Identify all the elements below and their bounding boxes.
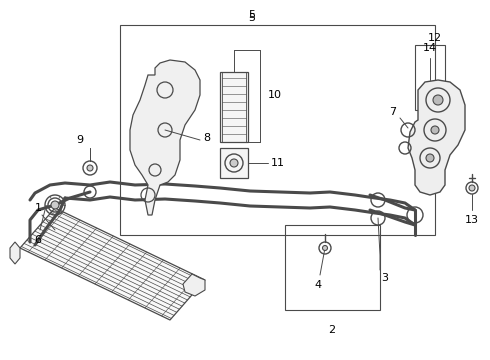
Bar [220, 72, 248, 142]
Bar [120, 25, 435, 235]
Circle shape [426, 154, 434, 162]
Circle shape [87, 165, 93, 171]
Text: 8: 8 [203, 133, 211, 143]
Text: 1: 1 [34, 203, 42, 213]
Bar [415, 45, 445, 110]
Circle shape [51, 201, 59, 209]
Text: 14: 14 [423, 43, 437, 53]
Circle shape [431, 126, 439, 134]
Polygon shape [20, 208, 205, 320]
Bar [285, 225, 380, 310]
Circle shape [322, 246, 327, 251]
Polygon shape [408, 80, 465, 195]
Text: 2: 2 [328, 325, 336, 335]
Circle shape [433, 95, 443, 105]
Text: 11: 11 [271, 158, 285, 168]
Text: 9: 9 [76, 135, 84, 145]
Text: 5: 5 [248, 10, 255, 20]
Circle shape [469, 185, 475, 191]
Text: 3: 3 [382, 273, 389, 283]
Text: 6: 6 [34, 235, 42, 245]
Text: 13: 13 [465, 215, 479, 225]
Text: 12: 12 [428, 33, 442, 43]
Text: 10: 10 [268, 90, 282, 100]
Text: 5: 5 [248, 13, 255, 23]
Polygon shape [130, 60, 200, 215]
Circle shape [230, 159, 238, 167]
Bar [220, 148, 248, 178]
Text: 7: 7 [390, 107, 396, 117]
Polygon shape [10, 242, 20, 264]
Polygon shape [183, 274, 205, 296]
Text: 4: 4 [315, 280, 321, 290]
